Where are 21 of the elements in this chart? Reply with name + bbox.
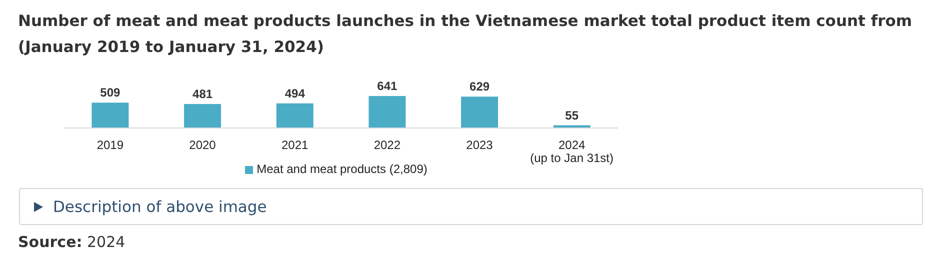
data-label: 629 (470, 80, 490, 94)
text: Description of above image (53, 198, 267, 216)
chart-title: Number of meat and meat products launches in the Vietnamese market total product item count from (January 2019 to January 31, 2024) (17, 11, 914, 58)
x-tick-label: 2023 (466, 138, 494, 152)
bar (92, 102, 129, 128)
bar (276, 103, 314, 128)
x-tick-label: 2020 (189, 138, 216, 152)
data-label: 481 (192, 86, 213, 101)
x-tick-label: 2021 (281, 138, 309, 152)
source-note: Source: 2024 (18, 233, 126, 251)
data-label: 55 (565, 108, 579, 122)
data-label: 494 (284, 86, 306, 100)
bar (368, 96, 406, 128)
legend-label: Meat and meat products (2,809) (256, 162, 428, 176)
bar (461, 96, 498, 128)
data-label: 641 (377, 79, 398, 93)
x-tick-label: 2024 (up to Jan 31st) (530, 138, 614, 165)
data-label: 509 (100, 86, 121, 100)
bar (184, 104, 222, 128)
x-tick-label: 2019 (96, 138, 124, 152)
x-tick-label: 2022 (374, 138, 401, 152)
